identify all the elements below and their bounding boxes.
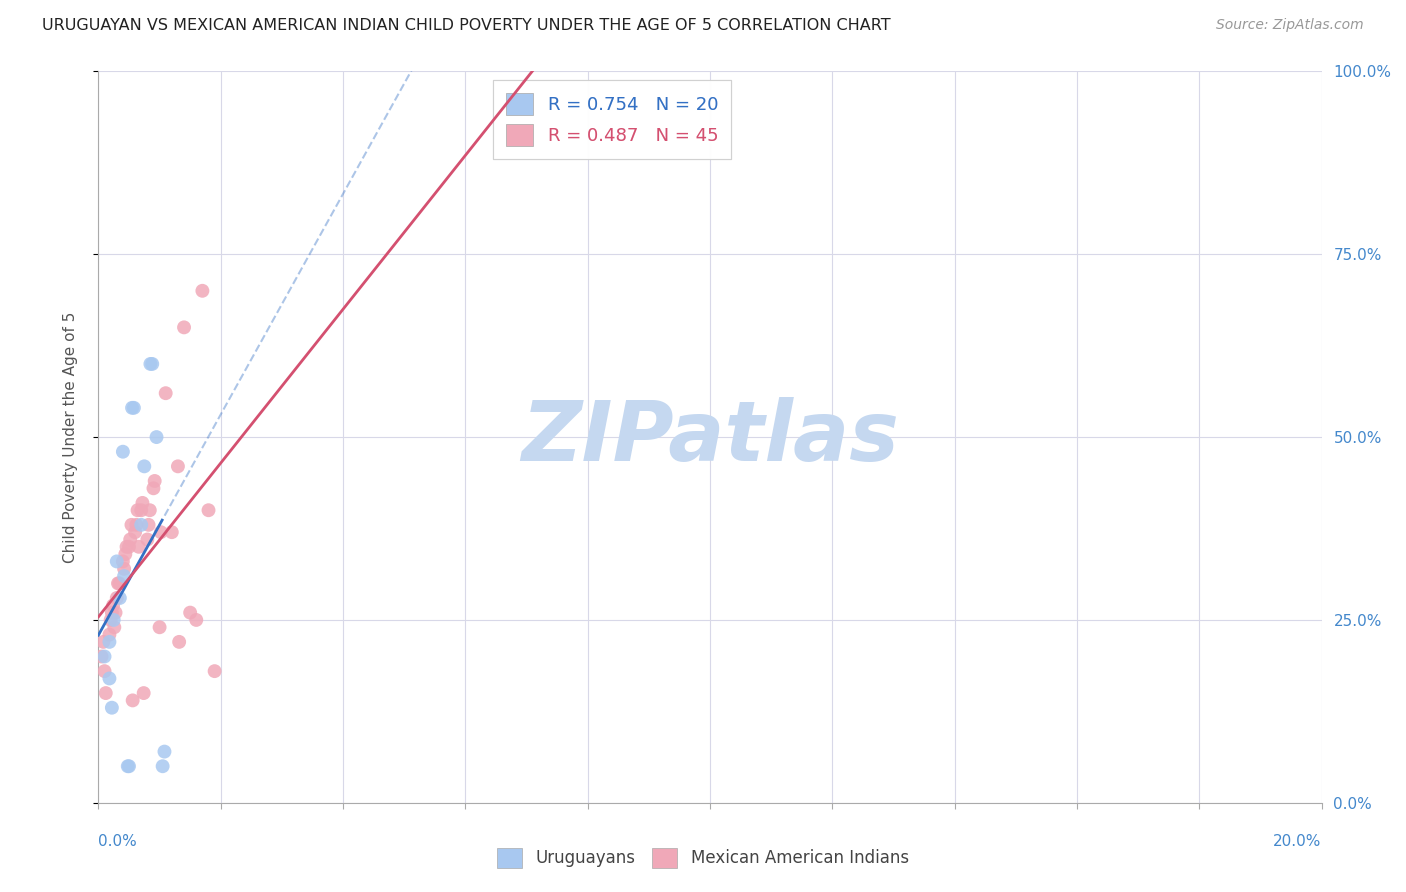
Point: [118, 759, 141, 773]
Point: [152, 759, 174, 773]
Point: [114, 547, 136, 561]
Point: [139, 503, 162, 517]
Point: [138, 517, 160, 532]
Point: [111, 554, 134, 568]
Text: 0.0%: 0.0%: [98, 834, 138, 849]
Point: [108, 591, 131, 605]
Point: [100, 613, 122, 627]
Point: [143, 474, 166, 488]
Point: [105, 554, 128, 568]
Point: [93, 664, 115, 678]
Point: [155, 386, 177, 401]
Point: [91, 635, 114, 649]
Point: [112, 569, 135, 583]
Point: [167, 459, 190, 474]
Point: [132, 686, 155, 700]
Point: [191, 284, 214, 298]
Point: [98, 627, 121, 641]
Legend: Uruguayans, Mexican American Indians: Uruguayans, Mexican American Indians: [491, 841, 915, 875]
Point: [149, 620, 172, 634]
Point: [117, 759, 139, 773]
Point: [136, 533, 159, 547]
Point: [121, 401, 143, 415]
Point: [101, 599, 124, 613]
Point: [105, 591, 128, 605]
Point: [120, 533, 142, 547]
Point: [149, 525, 172, 540]
Point: [115, 540, 138, 554]
Point: [122, 401, 145, 415]
Point: [103, 613, 125, 627]
Point: [129, 503, 152, 517]
Point: [129, 517, 152, 532]
Point: [134, 459, 156, 474]
Point: [145, 430, 167, 444]
Point: [173, 320, 195, 334]
Y-axis label: Child Poverty Under the Age of 5: Child Poverty Under the Age of 5: [63, 311, 77, 563]
Point: [101, 606, 124, 620]
Point: [94, 686, 117, 700]
Point: [179, 606, 201, 620]
Point: [131, 496, 153, 510]
Point: [153, 745, 176, 759]
Point: [124, 525, 146, 540]
Point: [120, 517, 142, 532]
Point: [108, 576, 131, 591]
Legend: R = 0.754   N = 20, R = 0.487   N = 45: R = 0.754 N = 20, R = 0.487 N = 45: [494, 80, 731, 159]
Point: [98, 635, 121, 649]
Point: [111, 444, 134, 458]
Point: [160, 525, 183, 540]
Point: [186, 613, 208, 627]
Point: [112, 562, 135, 576]
Point: [101, 700, 124, 714]
Text: URUGUAYAN VS MEXICAN AMERICAN INDIAN CHILD POVERTY UNDER THE AGE OF 5 CORRELATIO: URUGUAYAN VS MEXICAN AMERICAN INDIAN CHI…: [42, 18, 891, 33]
Text: Source: ZipAtlas.com: Source: ZipAtlas.com: [1216, 18, 1364, 32]
Point: [118, 540, 141, 554]
Point: [197, 503, 219, 517]
Point: [93, 649, 115, 664]
Point: [107, 576, 129, 591]
Point: [103, 620, 125, 634]
Point: [142, 481, 165, 495]
Point: [204, 664, 226, 678]
Point: [98, 672, 121, 686]
Point: [121, 693, 143, 707]
Point: [125, 517, 148, 532]
Point: [90, 649, 112, 664]
Text: 20.0%: 20.0%: [1274, 834, 1322, 849]
Point: [104, 606, 127, 620]
Point: [127, 503, 149, 517]
Text: ZIPatlas: ZIPatlas: [522, 397, 898, 477]
Point: [141, 357, 163, 371]
Point: [167, 635, 190, 649]
Point: [139, 357, 162, 371]
Point: [128, 540, 150, 554]
